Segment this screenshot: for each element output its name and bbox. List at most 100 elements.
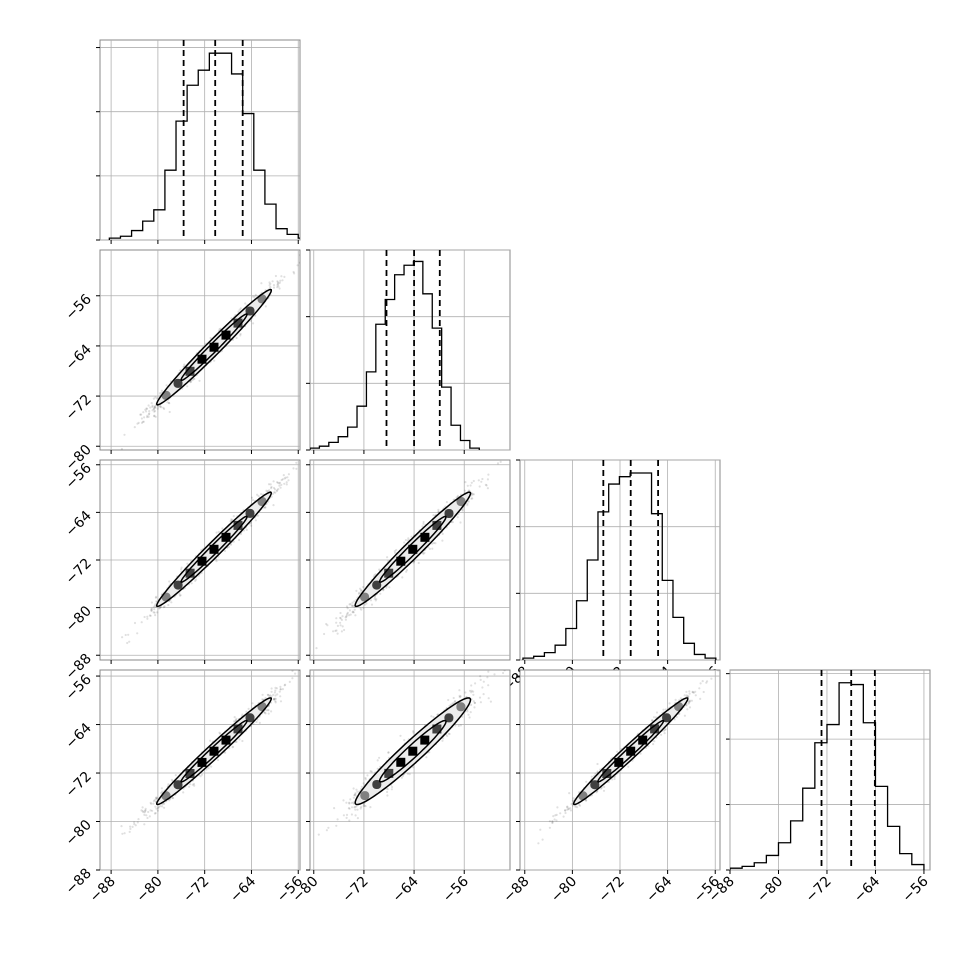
sample-point <box>274 491 277 494</box>
sample-point <box>499 460 502 463</box>
density-cell <box>360 592 370 602</box>
sample-point <box>283 275 286 278</box>
sample-point <box>265 489 268 492</box>
sample-point <box>218 328 221 331</box>
sample-point <box>150 601 153 604</box>
sample-point <box>292 467 295 470</box>
histogram-2-frame <box>309 249 511 451</box>
sample-point <box>351 610 354 613</box>
sample-point <box>168 799 171 802</box>
sample-point <box>273 697 276 700</box>
sample-point <box>468 489 471 492</box>
sample-point <box>194 579 197 583</box>
sample-point <box>423 551 426 555</box>
sample-point <box>470 481 473 484</box>
sample-point <box>273 698 276 701</box>
density-cell <box>396 556 406 566</box>
sample-point <box>270 695 273 698</box>
sample-point <box>252 295 255 298</box>
sample-point <box>405 568 409 572</box>
sample-point <box>373 574 376 577</box>
sample-point <box>472 493 475 496</box>
sample-point <box>253 295 256 298</box>
sample-point <box>252 322 255 325</box>
scatter-panel-r1c0-outer-contour <box>155 288 273 406</box>
sample-point <box>223 549 227 553</box>
sample-point <box>471 497 474 500</box>
sample-point <box>351 611 354 614</box>
sample-point <box>156 611 159 614</box>
sample-point <box>145 407 148 410</box>
sample-point <box>266 709 269 712</box>
sample-point <box>272 486 276 490</box>
sample-point <box>137 818 140 821</box>
sample-point <box>410 535 413 538</box>
sample-point <box>481 477 484 481</box>
sample-point <box>277 285 280 288</box>
sample-point <box>431 542 434 545</box>
sample-point <box>335 621 338 624</box>
sample-point <box>153 405 157 408</box>
sample-point <box>232 540 235 543</box>
sample-point <box>257 514 260 517</box>
sample-point <box>133 426 136 429</box>
sample-point <box>276 286 279 289</box>
sample-point <box>221 527 224 530</box>
density-cell <box>432 520 442 530</box>
histogram-4-xtick-label: −72 <box>803 874 835 906</box>
sample-point <box>154 596 157 599</box>
sample-point <box>198 379 201 382</box>
sample-point <box>341 615 344 618</box>
sample-point <box>276 284 279 287</box>
sample-point <box>272 286 276 289</box>
sample-point <box>393 551 397 554</box>
sample-point <box>305 253 307 255</box>
sample-point <box>239 533 242 536</box>
sample-point <box>441 539 444 542</box>
sample-point <box>264 712 267 715</box>
histogram-2 <box>306 249 511 454</box>
sample-point <box>354 614 357 617</box>
sample-point <box>270 710 273 713</box>
sample-point <box>348 609 351 612</box>
sample-point <box>167 783 170 786</box>
scatter-panel-r2c0-outer-contour <box>155 491 273 608</box>
sample-point <box>269 286 272 289</box>
sample-point <box>137 421 140 424</box>
sample-point <box>254 293 257 296</box>
sample-point <box>128 640 131 643</box>
sample-point <box>235 717 238 721</box>
scatter-panel-r3c0-xtick-label: −64 <box>227 873 259 905</box>
scatter-panel-r3c0-ytick-label: −64 <box>63 720 95 752</box>
sample-point <box>385 586 388 589</box>
sample-point <box>339 617 342 620</box>
sample-point <box>283 482 286 485</box>
sample-point <box>360 590 363 593</box>
sample-point <box>360 608 363 611</box>
sample-point <box>217 530 220 534</box>
sample-point <box>273 691 276 694</box>
sample-point <box>276 283 279 286</box>
sample-point <box>466 504 469 507</box>
sample-point <box>183 363 186 366</box>
sample-point <box>231 746 234 749</box>
sample-point <box>179 369 182 372</box>
density-cell <box>384 568 394 578</box>
sample-point <box>345 615 348 618</box>
sample-point <box>150 607 153 610</box>
sample-point <box>189 380 192 383</box>
sample-point <box>189 381 192 384</box>
sample-point <box>165 384 168 387</box>
histogram-1-frame <box>99 39 301 241</box>
sample-point <box>277 282 280 285</box>
sample-point <box>267 709 270 712</box>
sample-point <box>154 614 157 617</box>
sample-point <box>455 496 458 499</box>
sample-point <box>283 684 286 687</box>
histogram-3-plot-area <box>522 460 717 660</box>
sample-point <box>153 611 156 614</box>
density-cell <box>197 354 207 364</box>
sample-point <box>148 815 151 818</box>
sample-point <box>140 621 143 624</box>
histogram-4-plot-area <box>730 670 925 870</box>
